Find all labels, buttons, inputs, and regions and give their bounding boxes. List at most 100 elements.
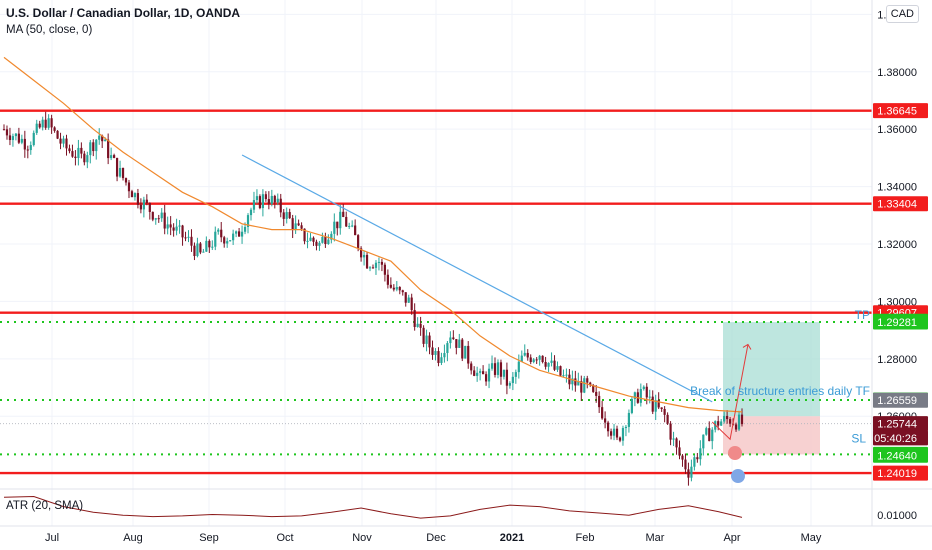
candle-body [389, 284, 392, 288]
time-tick-label: May [801, 532, 822, 544]
candle-body [345, 216, 348, 227]
candle-body [556, 366, 559, 370]
candle-body [47, 118, 50, 128]
price-label-box [873, 416, 928, 432]
price-label-box [873, 196, 928, 212]
candle-body [193, 245, 196, 257]
candle-body [660, 407, 663, 409]
candle-body [5, 129, 9, 136]
candle-body [264, 194, 267, 200]
candle-body [559, 366, 562, 376]
candle-body [14, 133, 18, 137]
price-label-text: 1.36645 [877, 106, 917, 118]
candle-body [612, 428, 616, 436]
candle-body [621, 428, 625, 441]
price-label-box [873, 447, 928, 463]
atr-indicator-label[interactable]: ATR (20, SMA) [6, 500, 84, 512]
candle-body [401, 290, 404, 293]
candle-body [452, 337, 455, 340]
candle-body [520, 355, 523, 362]
candle-body [35, 123, 38, 133]
candle-body [526, 352, 529, 358]
candle-body [130, 191, 134, 198]
candle-body [354, 225, 357, 236]
candle-body [136, 193, 140, 205]
price-label-text: 1.24640 [877, 450, 917, 462]
ma-indicator-label[interactable]: MA (50, close, 0) [6, 24, 93, 36]
candle-body [17, 133, 20, 143]
candle-body [318, 242, 321, 246]
candle-body [175, 226, 178, 231]
candle-body [101, 135, 104, 142]
candle-body [160, 212, 163, 219]
annotation-sl: SL [851, 432, 866, 446]
time-tick-label: Jul [45, 532, 59, 544]
candle-body [416, 323, 419, 327]
candle-body [529, 357, 532, 363]
candle-body [505, 369, 509, 386]
candle-body [595, 391, 598, 396]
candle-body [538, 355, 541, 360]
candle-body [110, 155, 113, 159]
price-label-box [873, 465, 928, 481]
candle-body [410, 297, 413, 311]
candle-body [604, 418, 607, 423]
price-label-text: 1.25744 [877, 419, 917, 431]
projection-arrowhead [742, 343, 752, 350]
candle-body [440, 357, 443, 363]
price-label-text: 1.29281 [877, 317, 917, 329]
candle-body [300, 225, 303, 229]
candle-body [467, 345, 470, 364]
candle-body [657, 400, 660, 408]
trend-line [241, 154, 713, 403]
candle-body [609, 431, 613, 436]
candle-body [547, 362, 550, 367]
candle-body [321, 236, 324, 243]
candle-body [181, 225, 184, 238]
candle-body [419, 323, 422, 328]
candle-body [374, 262, 378, 268]
candle-body [151, 211, 154, 220]
candle-body [246, 215, 250, 227]
candle-body [720, 421, 723, 426]
candle-body [383, 264, 387, 275]
candle-body [169, 224, 172, 228]
event-flag-icon [731, 469, 745, 483]
candle-body [26, 149, 29, 151]
candle-body [514, 372, 517, 377]
candle-body [639, 389, 642, 403]
candle-body [532, 359, 535, 363]
candle-body [502, 369, 506, 377]
candle-body [23, 138, 26, 150]
candle-body [202, 251, 205, 253]
candle-body [205, 240, 208, 252]
currency-button[interactable]: CAD [885, 5, 919, 23]
candle-body [482, 371, 485, 375]
price-tick-label: 1.32000 [877, 239, 917, 251]
candle-body [672, 438, 675, 440]
chart-title: U.S. Dollar / Canadian Dollar, 1D, OANDA [6, 6, 241, 20]
candle-body [71, 151, 74, 157]
candle-body [678, 447, 681, 456]
candle-body [113, 155, 116, 158]
candle-body [434, 351, 437, 355]
candle-body [699, 448, 702, 460]
price-axis: 1.400001.380001.360001.340001.320001.300… [871, 0, 928, 526]
candle-body [270, 195, 273, 204]
candle-body [291, 218, 294, 231]
candle-body [86, 155, 89, 163]
candle-body [565, 374, 568, 376]
candle-body [517, 361, 520, 373]
candle-body [267, 199, 270, 204]
candle-body [115, 157, 119, 177]
price-label-box [873, 392, 928, 408]
candle-body [633, 392, 636, 400]
price-label-box [873, 103, 928, 119]
price-label-box [873, 430, 928, 446]
annotation-break-structure: Break of structure entries daily TF [690, 384, 870, 398]
candle-body [53, 127, 56, 131]
candle-body [368, 267, 372, 269]
candle-body [68, 148, 71, 152]
candle-body [74, 156, 77, 159]
